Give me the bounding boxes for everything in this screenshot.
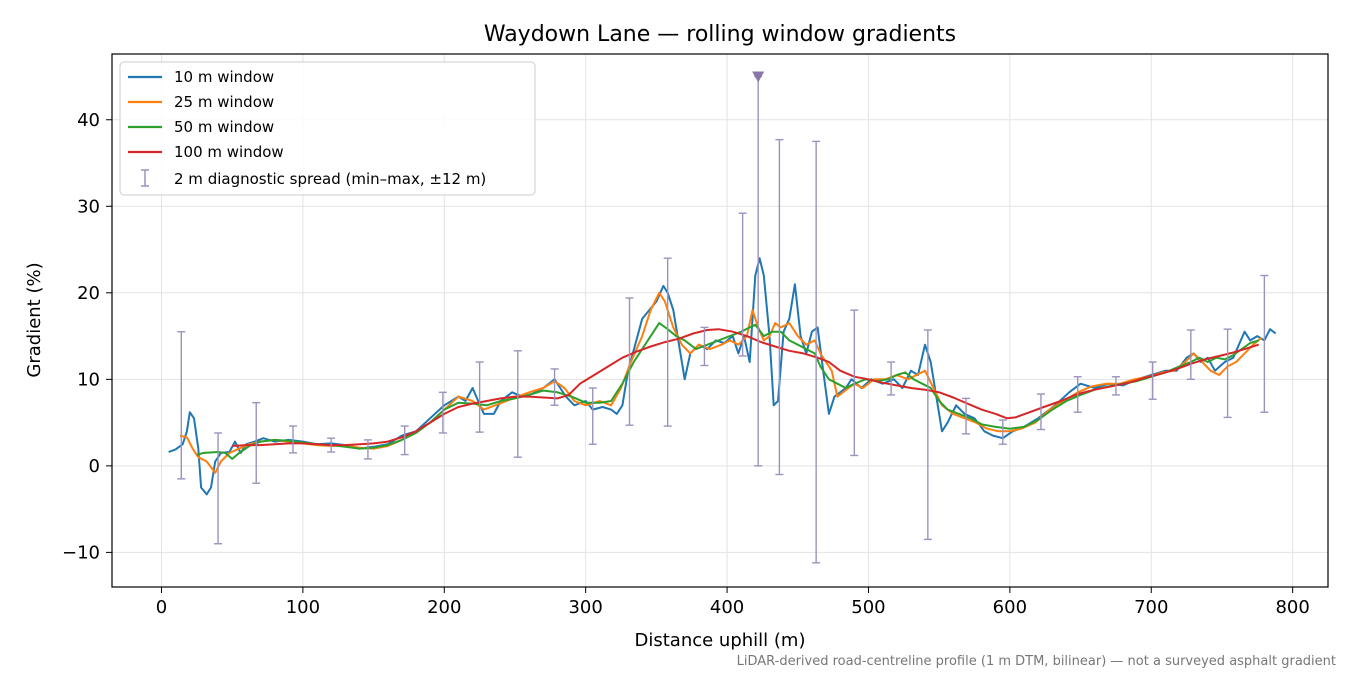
x-tick-label: 500 bbox=[851, 597, 885, 618]
x-tick-label: 300 bbox=[568, 597, 602, 618]
diagnostic-spread-bar bbox=[214, 432, 223, 545]
diagnostic-spread-bar bbox=[887, 361, 896, 396]
series-line-10-m-window bbox=[168, 257, 1277, 496]
x-tick-label: 100 bbox=[286, 597, 320, 618]
diagnostic-spread-bar bbox=[663, 257, 672, 427]
plot-series bbox=[168, 257, 1277, 496]
diagnostic-spread-bar bbox=[998, 419, 1007, 445]
x-axis-title: Distance uphill (m) bbox=[635, 630, 806, 651]
diagnostic-spread-bar bbox=[1111, 376, 1120, 396]
diagnostic-spread-bar bbox=[400, 425, 409, 456]
grid-lines bbox=[112, 54, 1328, 587]
x-axis-ticks: 0 100 200 300 400 500 600 700 800 bbox=[156, 587, 1310, 618]
y-tick-label: 30 bbox=[77, 196, 100, 217]
diagnostic-spread-bar bbox=[812, 140, 821, 564]
y-tick-label: 40 bbox=[77, 110, 100, 131]
x-tick-label: 800 bbox=[1275, 597, 1309, 618]
legend-label-50m: 50 m window bbox=[174, 118, 274, 136]
y-axis-ticks: −10 0 10 20 30 40 bbox=[62, 110, 112, 563]
diagnostic-spread-bar bbox=[327, 437, 336, 453]
diagnostic-spread-bar bbox=[1036, 393, 1045, 431]
legend-errorbar-icon bbox=[141, 169, 149, 187]
y-tick-label: 10 bbox=[77, 369, 100, 390]
diagnostic-spread-bar bbox=[1148, 361, 1157, 400]
y-axis-title: Gradient (%) bbox=[24, 262, 45, 377]
diagnostic-spread-bar bbox=[252, 401, 261, 484]
x-tick-label: 200 bbox=[427, 597, 461, 618]
diagnostic-spread-bar bbox=[513, 350, 522, 458]
x-tick-label: 0 bbox=[156, 597, 167, 618]
diagnostic-spread-bar bbox=[550, 368, 559, 406]
diagnostic-spread-bar bbox=[288, 425, 297, 454]
diagnostic-spread-bar bbox=[738, 212, 747, 357]
legend: 10 m window 25 m window 50 m window 100 … bbox=[119, 61, 536, 196]
legend-box bbox=[119, 61, 536, 196]
x-tick-label: 600 bbox=[993, 597, 1027, 618]
legend-label-100m: 100 m window bbox=[174, 143, 284, 161]
diagnostic-spread-bar bbox=[177, 331, 186, 480]
footnote: LiDAR-derived road-centreline profile (1… bbox=[737, 654, 1336, 669]
diagnostic-spread-bar bbox=[475, 361, 484, 433]
y-tick-label: 20 bbox=[77, 283, 100, 304]
diagnostic-spread-bar bbox=[1223, 328, 1232, 419]
legend-label-10m: 10 m window bbox=[174, 68, 274, 86]
diagnostic-spread-bar bbox=[850, 309, 859, 457]
x-tick-label: 400 bbox=[710, 597, 744, 618]
y-tick-label: 0 bbox=[89, 456, 100, 477]
chart-title: Waydown Lane — rolling window gradients bbox=[484, 22, 956, 47]
y-tick-label: −10 bbox=[62, 542, 100, 563]
diagnostic-spread-bars bbox=[177, 71, 1269, 564]
diagnostic-spread-bar bbox=[625, 297, 634, 426]
diagnostic-spread-bar bbox=[1073, 376, 1082, 413]
diagnostic-spread-bar bbox=[775, 138, 784, 476]
diagnostic-spread-bar bbox=[962, 397, 971, 435]
plot-frame bbox=[111, 53, 1329, 588]
diagnostic-spread-bar bbox=[363, 439, 372, 460]
clipped-spread-marker bbox=[752, 71, 765, 83]
diagnostic-spread-bar bbox=[438, 391, 447, 434]
x-tick-label: 700 bbox=[1134, 597, 1168, 618]
diagnostic-spread-bar bbox=[588, 387, 597, 445]
diagnostic-spread-bar bbox=[1260, 274, 1269, 413]
diagnostic-spread-bar bbox=[700, 326, 709, 367]
legend-label-25m: 25 m window bbox=[174, 93, 274, 111]
diagnostic-spread-bar bbox=[1186, 329, 1195, 381]
legend-label-diagnostic-spread: 2 m diagnostic spread (min–max, ±12 m) bbox=[174, 170, 486, 188]
series-line-50-m-window bbox=[196, 322, 1259, 460]
diagnostic-spread-bar bbox=[923, 329, 932, 541]
